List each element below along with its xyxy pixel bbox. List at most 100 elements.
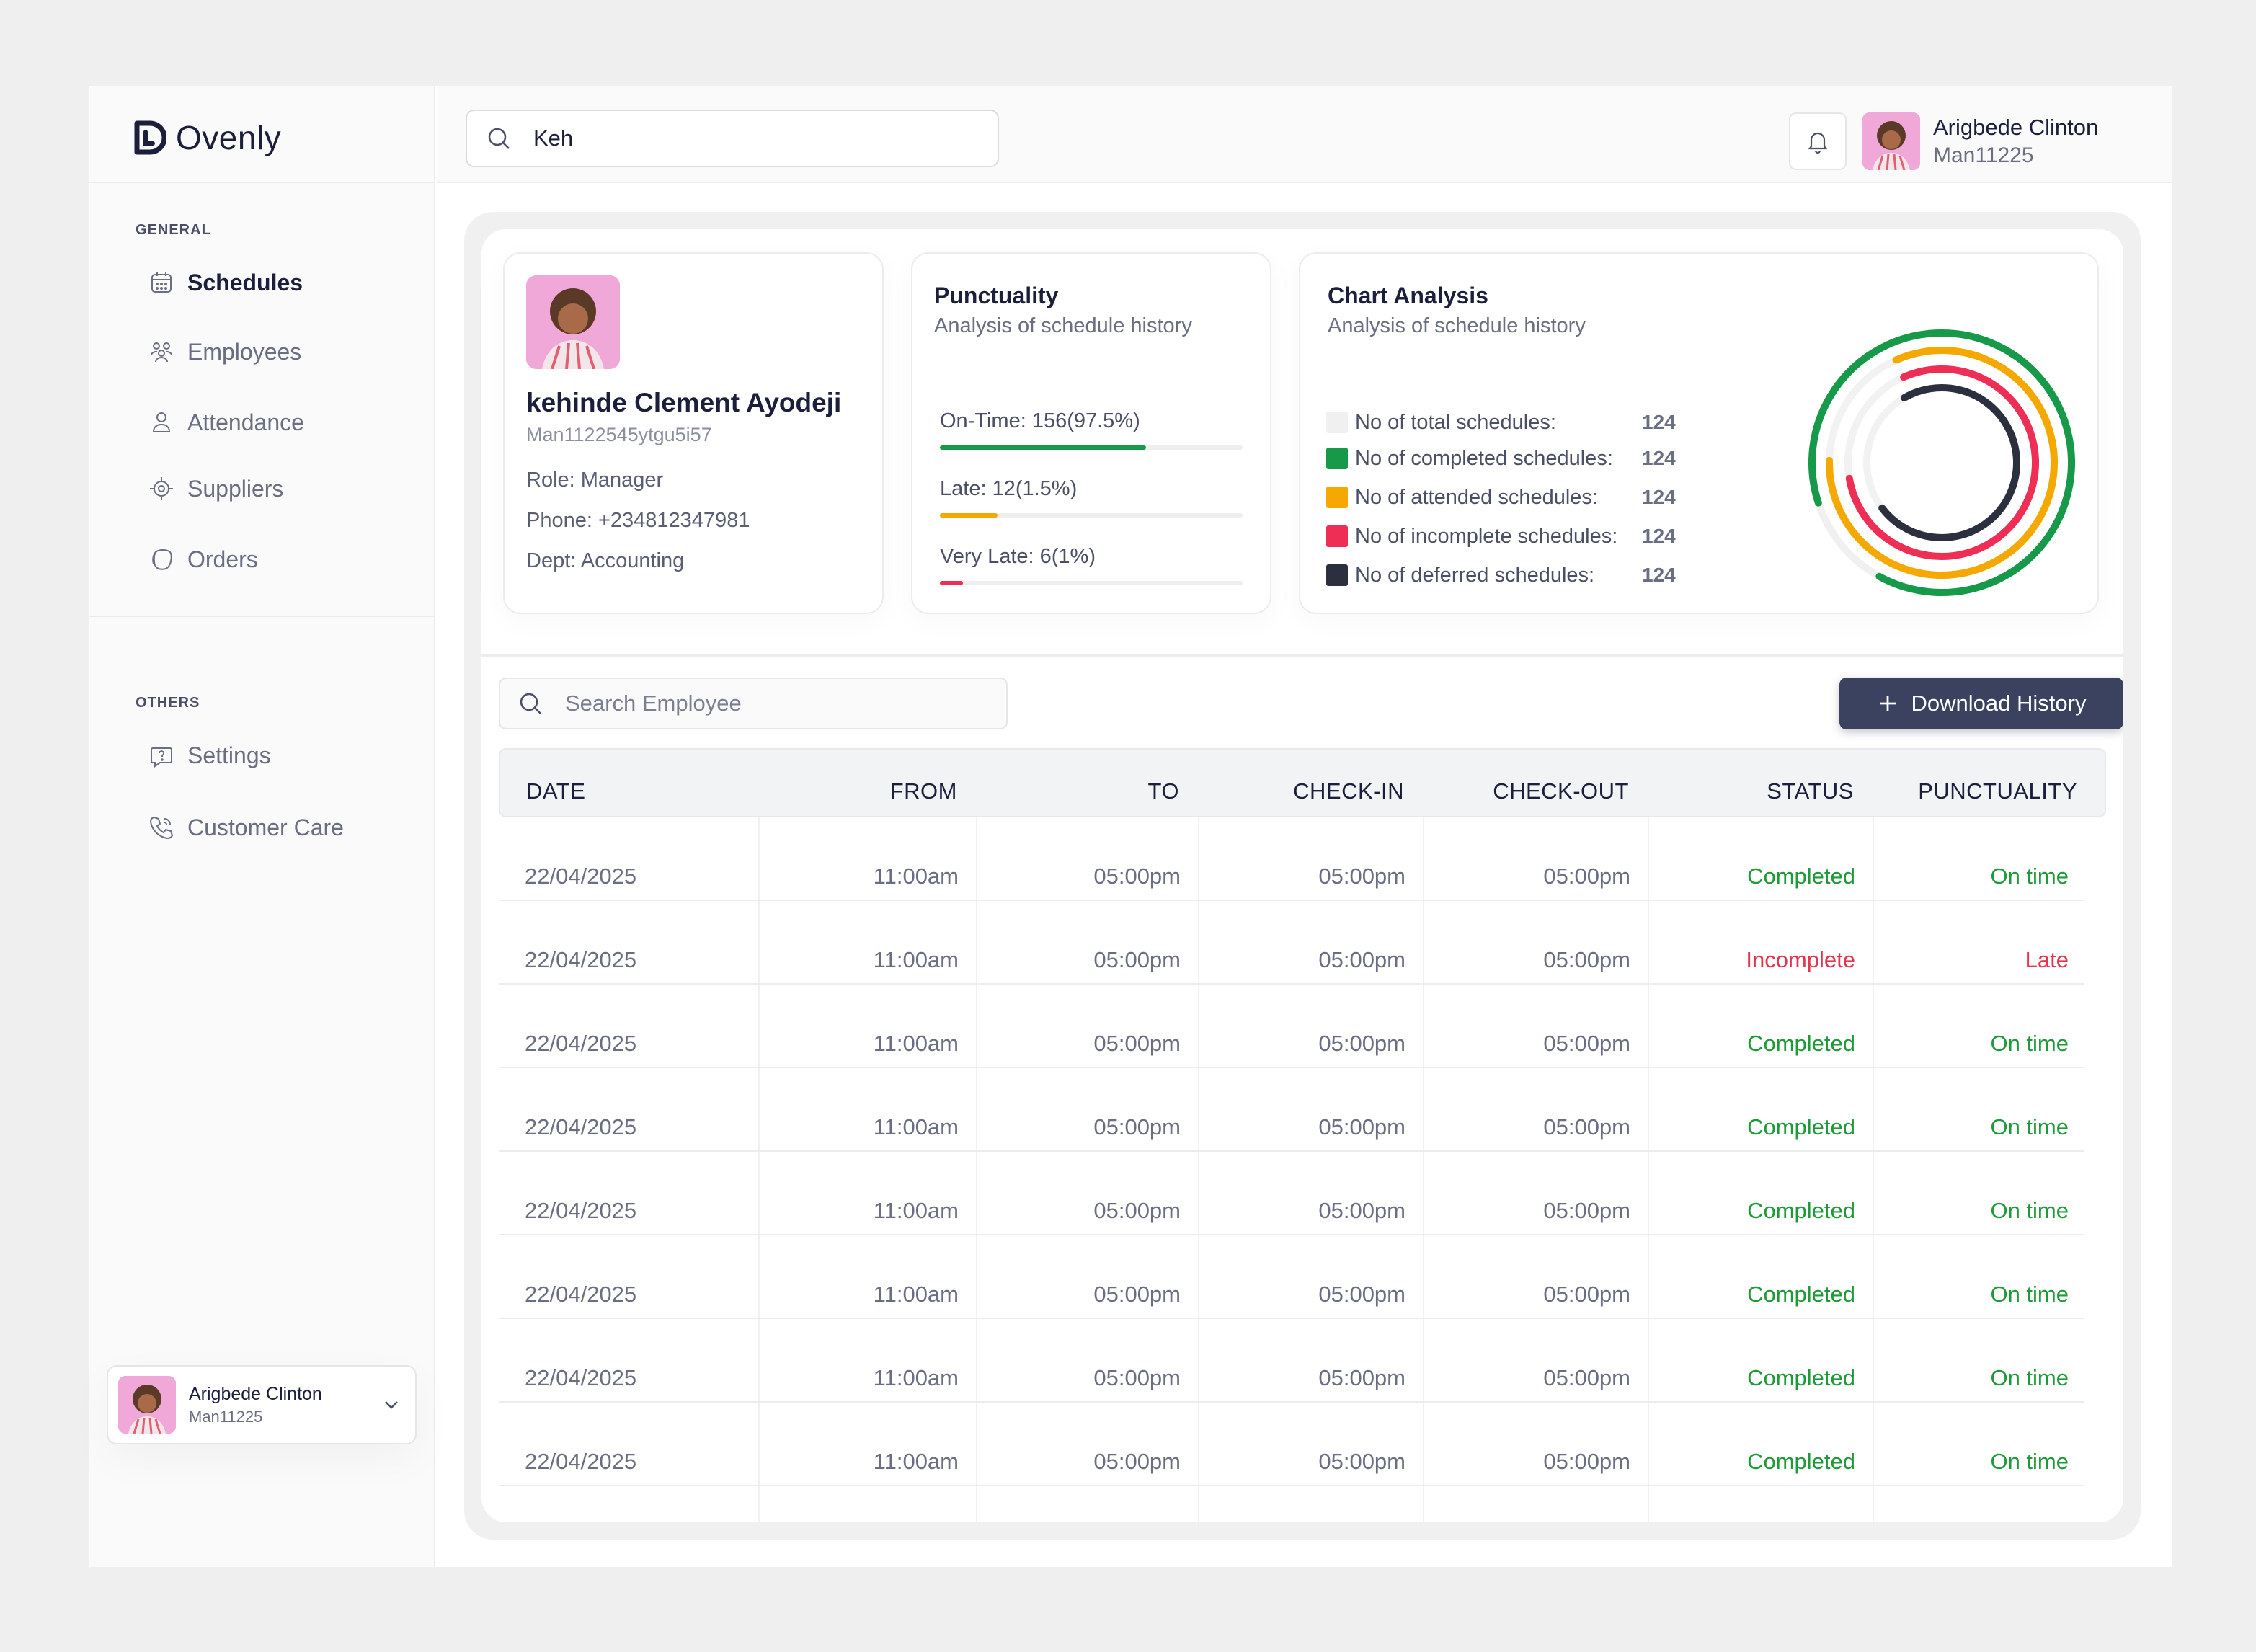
punctuality-card: Punctuality Analysis of schedule history… [911, 252, 1271, 614]
cell-punctuality: On time [1990, 1282, 2069, 1307]
sidebar-item-suppliers[interactable]: Suppliers [147, 467, 283, 510]
cell-checkout: 05:00pm [1543, 1031, 1630, 1056]
cell-date: 22/04/2025 [525, 1198, 637, 1223]
cell-punctuality: On time [1990, 1449, 2069, 1474]
sidebar-item-settings[interactable]: Settings [147, 734, 271, 777]
cell-to: 05:00pm [1093, 1031, 1181, 1056]
cell-checkout: 05:00pm [1543, 1198, 1630, 1223]
cell-checkin: 05:00pm [1318, 1031, 1405, 1056]
cell-checkin: 05:00pm [1318, 1449, 1405, 1474]
column-header-checkout[interactable]: CHECK-OUT [1493, 778, 1629, 804]
cell-checkout: 05:00pm [1543, 863, 1630, 889]
legend-swatch [1326, 525, 1348, 547]
section-label-general: GENERAL [136, 222, 211, 238]
chevron-down-icon[interactable] [381, 1394, 402, 1416]
cell-status: Completed [1747, 1449, 1855, 1474]
ontime-progress-track [940, 445, 1243, 450]
cell-checkout: 05:00pm [1543, 1365, 1630, 1390]
cell-to: 05:00pm [1093, 1365, 1181, 1390]
employee-search-input[interactable] [565, 690, 969, 716]
table-row[interactable]: 22/04/2025 11:00am 05:00pm 05:00pm 05:00pm Co… [499, 1068, 2084, 1152]
legend-completed: No of completed schedules: 124 [1326, 445, 1676, 471]
table-row[interactable]: 22/04/2025 11:00am 05:00pm 05:00pm 05:00pm Co… [499, 1403, 2084, 1486]
table-row[interactable]: 22/04/2025 11:00am 05:00pm 05:00pm 05:00pm Co… [499, 817, 2084, 901]
column-header-to[interactable]: TO [1147, 778, 1179, 804]
sidebar-item-schedules[interactable]: Schedules [147, 261, 303, 304]
search-icon [520, 693, 541, 714]
legend-swatch [1326, 487, 1348, 508]
column-divider [1198, 748, 1199, 1522]
late-label: Late: 12(1.5%) [940, 477, 1078, 500]
sidebar-user-card[interactable]: Arigbede Clinton Man11225 [107, 1365, 417, 1444]
legend-value: 124 [1642, 564, 1676, 586]
employee-name: kehinde Clement Ayodeji [526, 388, 842, 417]
main-panel: kehinde Clement Ayodeji Man1122545ytgu5i… [464, 212, 2141, 1540]
avatar [1862, 112, 1920, 170]
cell-date: 22/04/2025 [525, 1114, 637, 1140]
phone-icon [149, 816, 174, 840]
app-name: Ovenly [176, 119, 282, 156]
download-history-button[interactable]: Download History [1839, 678, 2123, 729]
global-search-input[interactable]: Keh [466, 110, 999, 167]
logo[interactable]: Ovenly [134, 112, 281, 163]
legend-swatch [1326, 564, 1348, 586]
sidebar-item-label: Attendance [187, 409, 304, 435]
ontime-label: On-Time: 156(97.5%) [940, 409, 1140, 432]
avatar [118, 1376, 176, 1434]
employee-search-field[interactable] [499, 678, 1008, 729]
verylate-progress-track [940, 581, 1243, 585]
legend-label: No of total schedules: [1355, 410, 1556, 434]
column-header-punctuality[interactable]: PUNCTUALITY [1918, 778, 2077, 804]
cell-status: Completed [1747, 1114, 1855, 1140]
column-divider [758, 748, 760, 1522]
legend-incomplete: No of incomplete schedules: 124 [1326, 523, 1676, 549]
column-divider [1648, 748, 1649, 1522]
punctuality-title: Punctuality [934, 283, 1059, 308]
sidebar-item-customer-care[interactable]: Customer Care [147, 806, 344, 849]
legend-deferred: No of deferred schedules: 124 [1326, 562, 1676, 588]
sidebar-item-label: Orders [187, 546, 258, 572]
cell-punctuality: Late [2025, 947, 2069, 972]
section-divider [481, 654, 2123, 657]
sidebar-divider [89, 182, 434, 183]
sidebar-item-label: Schedules [187, 269, 303, 296]
main-content: kehinde Clement Ayodeji Man1122545ytgu5i… [481, 229, 2123, 1522]
table-row[interactable]: 22/04/2025 11:00am 05:00pm 05:00pm 05:00pm Co… [499, 1319, 2084, 1403]
cell-date: 22/04/2025 [525, 863, 637, 889]
column-divider [1423, 748, 1424, 1522]
cell-date: 22/04/2025 [525, 1031, 637, 1056]
cell-from: 11:00am [873, 1365, 959, 1390]
sidebar-item-orders[interactable]: Orders [147, 538, 258, 581]
sidebar-divider [89, 616, 434, 617]
column-header-from[interactable]: FROM [889, 778, 957, 804]
header-user[interactable]: Arigbede Clinton Man11225 [1862, 112, 2098, 170]
table-header: DATE FROM TO CHECK-IN CHECK-OUT STATUS P… [499, 748, 2106, 817]
cell-status: Completed [1747, 1365, 1855, 1390]
cell-status: Completed [1747, 1031, 1855, 1056]
table-row[interactable]: 22/04/2025 11:00am 05:00pm 05:00pm 05:00pm Co… [499, 1235, 2084, 1319]
sidebar: Ovenly GENERAL Schedules Employees A [89, 86, 435, 1567]
notifications-button[interactable] [1789, 112, 1847, 170]
ovenly-logo-icon [134, 120, 166, 155]
cell-punctuality: On time [1990, 863, 2069, 889]
cell-status: Incomplete [1746, 947, 1855, 972]
cell-to: 05:00pm [1093, 947, 1181, 972]
sidebar-item-employees[interactable]: Employees [147, 330, 301, 373]
sidebar-item-attendance[interactable]: Attendance [147, 401, 304, 444]
cell-checkin: 05:00pm [1318, 863, 1405, 889]
download-history-label: Download History [1911, 690, 2087, 716]
column-header-checkin[interactable]: CHECK-IN [1293, 778, 1404, 804]
legend-total: No of total schedules: 124 [1326, 409, 1676, 435]
target-icon [150, 477, 173, 500]
column-header-status[interactable]: STATUS [1767, 778, 1854, 804]
table-row[interactable]: 22/04/2025 11:00am 05:00pm 05:00pm 05:00pm In… [499, 901, 2084, 985]
column-header-date[interactable]: DATE [526, 778, 586, 804]
cell-from: 11:00am [873, 1449, 959, 1474]
legend-value: 124 [1642, 486, 1676, 508]
cell-status: Completed [1747, 1282, 1855, 1307]
calendar-icon [151, 272, 172, 293]
sidebar-item-label: Customer Care [187, 814, 344, 840]
table-row[interactable]: 22/04/2025 11:00am 05:00pm 05:00pm 05:00pm Co… [499, 1152, 2084, 1235]
employee-dept: Dept: Accounting [526, 549, 685, 572]
table-row[interactable]: 22/04/2025 11:00am 05:00pm 05:00pm 05:00pm Co… [499, 985, 2084, 1068]
